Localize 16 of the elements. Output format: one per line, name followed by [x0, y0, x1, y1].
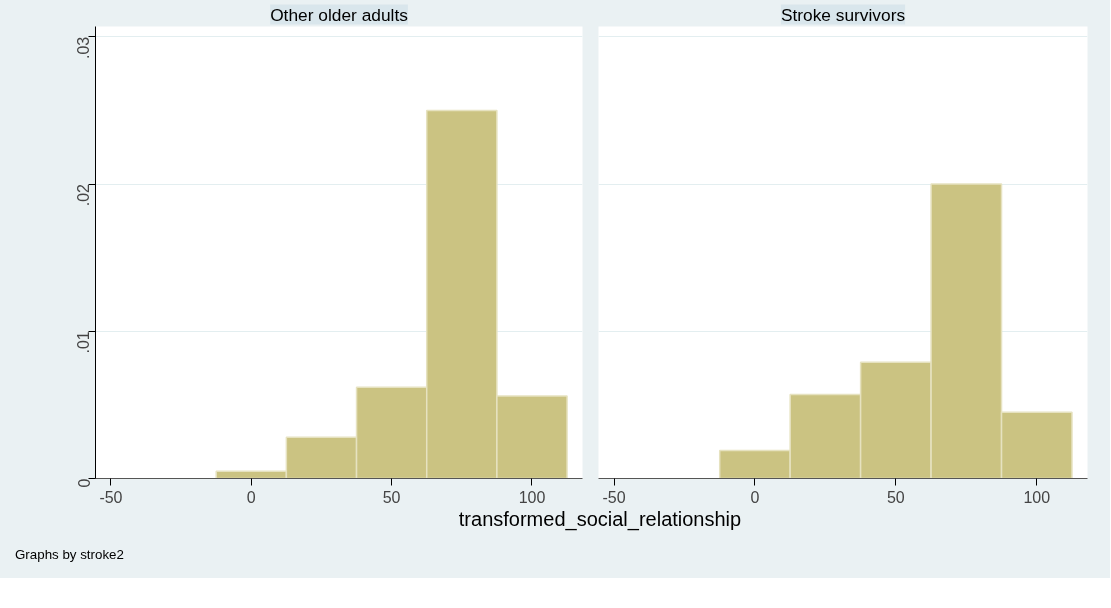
x-axis-title: transformed_social_relationship: [458, 507, 742, 533]
chart-title: Stroke survivors: [780, 4, 906, 25]
x-tick-label: 50: [382, 488, 401, 506]
x-tick-label: 50: [886, 488, 905, 506]
x-tick-label: 0: [750, 488, 760, 506]
y-tick-label: .03: [75, 36, 93, 60]
y-tick-label: .01: [75, 331, 93, 354]
x-tick-label: 100: [1023, 488, 1051, 506]
x-tick-label: 0: [246, 488, 256, 506]
chart-title: Other older adults: [270, 4, 409, 25]
x-tick-label: -50: [602, 488, 626, 506]
x-tick-label: 100: [518, 488, 546, 506]
x-tick-label: -50: [99, 488, 123, 506]
text: Graphs by stroke2: [15, 546, 124, 564]
y-tick-label: .02: [75, 183, 93, 207]
y-tick-label: 0: [75, 478, 93, 488]
